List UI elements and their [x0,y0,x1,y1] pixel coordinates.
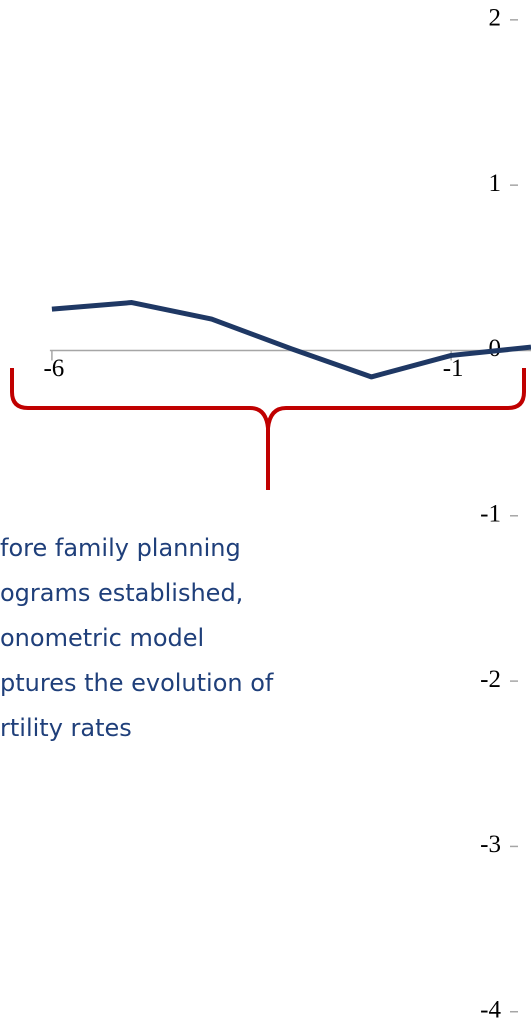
y-tick-label: -1 [480,501,501,528]
y-tick-label: -4 [480,996,501,1020]
annotation-line: ograms established, [0,579,243,607]
x-tick-label: -1 [443,355,464,382]
annotation-line: fore family planning [0,534,241,562]
y-tick-label: 2 [489,5,502,32]
y-tick-label: -3 [480,831,501,858]
annotation-line: onometric model [0,624,204,652]
annotation-line: ptures the evolution of [0,669,274,697]
annotation-line: rtility rates [0,714,132,742]
y-tick-label: 1 [489,170,502,197]
series-line [51,300,531,380]
y-tick-label: -2 [480,666,501,693]
brace [10,368,526,490]
x-tick-label: -6 [43,355,64,382]
